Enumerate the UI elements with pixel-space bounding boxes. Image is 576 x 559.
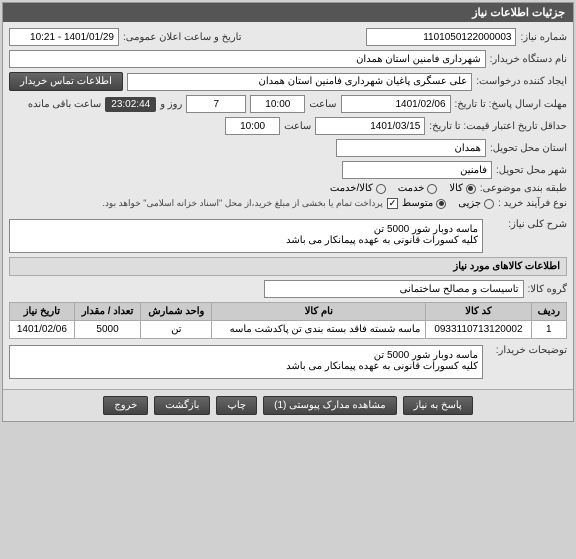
category-opt-both[interactable]: کالا/خدمت [330, 183, 386, 194]
province-value: همدان [336, 139, 486, 157]
requester-value: علی عسگری پاغیان شهرداری فامنین استان هم… [127, 73, 472, 91]
row-category: طبقه بندی موضوعی: کالا خدمت کالا/خدمت [9, 183, 567, 194]
items-section-header: اطلاعات کالاهای مورد نیاز [9, 257, 567, 276]
row-requester: ایجاد کننده درخواست: علی عسگری پاغیان شه… [9, 72, 567, 91]
need-number-label: شماره نیاز: [520, 32, 567, 43]
purchase-type-radio-group: جزیی متوسط [402, 198, 494, 209]
valid-date: 1401/03/15 [315, 117, 425, 135]
announce-label: تاریخ و ساعت اعلان عمومی: [123, 32, 242, 43]
buyer-value: شهرداری فامنین استان همدان [9, 50, 486, 68]
treasury-note: پرداخت تمام یا بخشی از مبلغ خرید،از محل … [102, 198, 382, 209]
announce-value: 1401/01/29 - 10:21 [9, 28, 119, 46]
deadline-label: مهلت ارسال پاسخ: تا تاریخ: [455, 99, 567, 110]
respond-button[interactable]: پاسخ به نیاز [403, 396, 473, 415]
contact-info-button[interactable]: اطلاعات تماس خریدار [9, 72, 123, 91]
row-deadline: مهلت ارسال پاسخ: تا تاریخ: 1401/02/06 سا… [9, 95, 567, 113]
deadline-days: 7 [186, 95, 246, 113]
row-need-number: شماره نیاز: 1101050122000003 تاریخ و ساع… [9, 28, 567, 46]
row-buyer: نام دستگاه خریدار: شهرداری فامنین استان … [9, 50, 567, 68]
col-code: کد کالا [426, 303, 531, 321]
category-radio-group: کالا خدمت کالا/خدمت [330, 183, 476, 194]
row-purchase-type: نوع فرآیند خرید : جزیی متوسط پرداخت تمام… [9, 198, 567, 209]
purchase-opt2-label: متوسط [402, 198, 433, 209]
footer-buttons: پاسخ به نیاز مشاهده مدارک پیوستی (1) چاپ… [3, 389, 573, 421]
col-unit: واحد شمارش [141, 303, 212, 321]
buyer-notes-text: ماسه دوبار شور 5000 تن کلیه کسورات قانون… [9, 345, 483, 379]
city-value: فامنین [342, 161, 492, 179]
row-buyer-notes: توضیحات خریدار: ماسه دوبار شور 5000 تن ک… [9, 345, 567, 379]
deadline-time-label: ساعت [309, 99, 336, 110]
requester-label: ایجاد کننده درخواست: [476, 76, 567, 87]
table-header-row: ردیف کد کالا نام کالا واحد شمارش تعداد /… [10, 303, 567, 321]
deadline-days-label: روز و [160, 99, 182, 110]
radio-dot-icon [466, 184, 476, 194]
valid-label: حداقل تاریخ اعتبار قیمت: تا تاریخ: [429, 121, 567, 132]
category-opt1-label: کالا [449, 183, 463, 194]
table-row[interactable]: 1 0933110713120002 ماسه شسته فاقد بسته ب… [10, 321, 567, 339]
purchase-type-label: نوع فرآیند خرید : [498, 198, 567, 209]
cell-name: ماسه شسته فاقد بسته بندی تن پاکدشت ماسه [212, 321, 426, 339]
col-name: نام کالا [212, 303, 426, 321]
cell-qty: 5000 [74, 321, 141, 339]
back-button[interactable]: بازگشت [154, 396, 210, 415]
radio-dot-icon [427, 184, 437, 194]
row-valid-until: حداقل تاریخ اعتبار قیمت: تا تاریخ: 1401/… [9, 117, 567, 135]
province-label: استان محل تحویل: [490, 143, 567, 154]
row-group: گروه کالا: تاسیسات و مصالح ساختمانی [9, 280, 567, 298]
row-province: استان محل تحویل: همدان [9, 139, 567, 157]
category-opt3-label: کالا/خدمت [330, 183, 373, 194]
category-opt-khedmat[interactable]: خدمت [398, 183, 438, 194]
deadline-date: 1401/02/06 [341, 95, 451, 113]
deadline-time: 10:00 [250, 95, 305, 113]
buyer-notes-label: توضیحات خریدار: [487, 345, 567, 356]
cell-unit: تن [141, 321, 212, 339]
purchase-opt-medium[interactable]: متوسط [402, 198, 446, 209]
col-date: تاریخ نیاز [10, 303, 75, 321]
valid-time-label: ساعت [284, 121, 311, 132]
col-row: ردیف [531, 303, 566, 321]
row-general-desc: شرح کلی نیاز: ماسه دوبار شور 5000 تن کلی… [9, 219, 567, 253]
category-opt-kala[interactable]: کالا [449, 183, 476, 194]
cell-row: 1 [531, 321, 566, 339]
items-table: ردیف کد کالا نام کالا واحد شمارش تعداد /… [9, 302, 567, 339]
panel-title: جزئیات اطلاعات نیاز [3, 3, 573, 22]
category-opt2-label: خدمت [398, 183, 425, 194]
main-panel: جزئیات اطلاعات نیاز شماره نیاز: 11010501… [2, 2, 574, 422]
print-button[interactable]: چاپ [216, 396, 257, 415]
group-value: تاسیسات و مصالح ساختمانی [264, 280, 524, 298]
purchase-opt1-label: جزیی [458, 198, 481, 209]
cell-date: 1401/02/06 [10, 321, 75, 339]
buyer-label: نام دستگاه خریدار: [490, 54, 567, 65]
category-label: طبقه بندی موضوعی: [480, 183, 567, 194]
group-label: گروه کالا: [528, 284, 567, 295]
cell-code: 0933110713120002 [426, 321, 531, 339]
general-desc-label: شرح کلی نیاز: [487, 219, 567, 230]
radio-dot-icon [376, 184, 386, 194]
need-number-value: 1101050122000003 [366, 28, 516, 46]
attachments-button[interactable]: مشاهده مدارک پیوستی (1) [263, 396, 397, 415]
remaining-label: ساعت باقی مانده [28, 99, 101, 110]
general-desc-text: ماسه دوبار شور 5000 تن کلیه کسورات قانون… [9, 219, 483, 253]
exit-button[interactable]: خروج [103, 396, 148, 415]
radio-dot-icon [436, 199, 446, 209]
remaining-time: 23:02:44 [105, 97, 156, 112]
city-label: شهر محل تحویل: [496, 165, 567, 176]
panel-body: شماره نیاز: 1101050122000003 تاریخ و ساع… [3, 22, 573, 389]
col-qty: تعداد / مقدار [74, 303, 141, 321]
valid-time: 10:00 [225, 117, 280, 135]
purchase-opt-small[interactable]: جزیی [458, 198, 494, 209]
radio-dot-icon [484, 199, 494, 209]
row-city: شهر محل تحویل: فامنین [9, 161, 567, 179]
treasury-checkbox[interactable] [387, 198, 398, 209]
